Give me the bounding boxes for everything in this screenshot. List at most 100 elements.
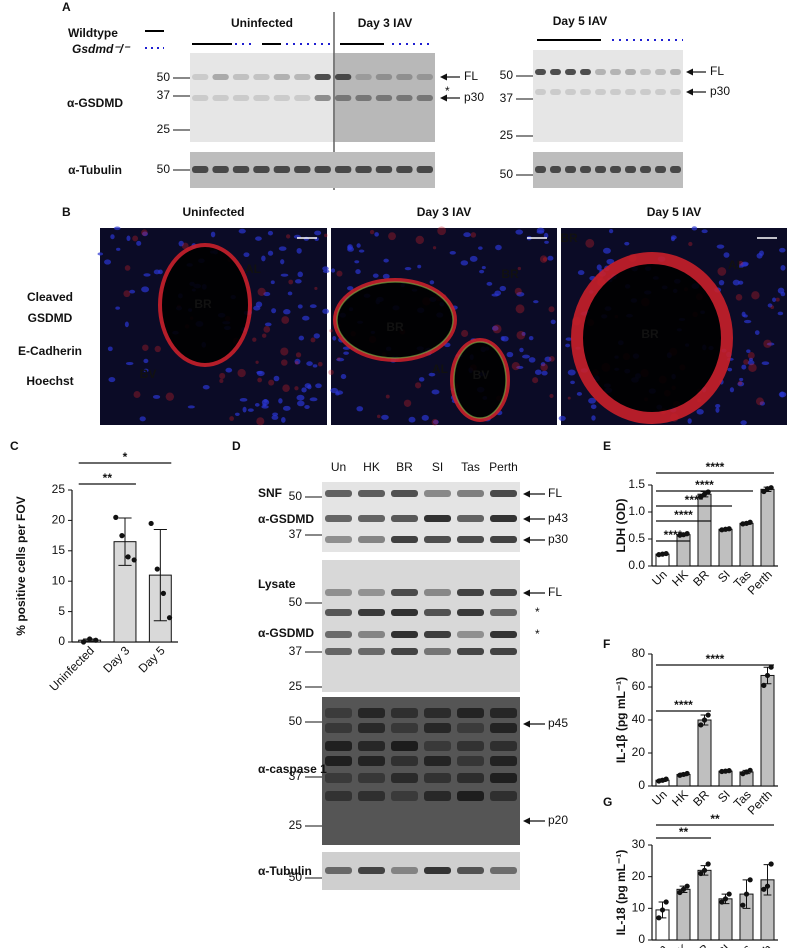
nucleus: [624, 241, 630, 246]
nucleus: [254, 403, 260, 407]
nucleus: [780, 265, 786, 271]
nucleus: [239, 398, 248, 402]
band: [550, 89, 561, 95]
significance-label: ****: [664, 528, 683, 542]
data-point: [663, 776, 669, 782]
cell: [124, 265, 131, 271]
band: [670, 89, 681, 95]
data-point: [154, 566, 160, 572]
nucleus: [777, 287, 785, 294]
band: [253, 95, 270, 101]
nucleus: [124, 321, 129, 328]
band: [457, 756, 484, 766]
arrow-head: [523, 536, 530, 544]
cell: [470, 232, 477, 238]
significance-label: *: [123, 450, 128, 464]
airway: [333, 278, 457, 362]
nucleus: [332, 336, 337, 341]
y-tick-label: 30: [632, 837, 646, 851]
group-label: Day 3 IAV: [358, 16, 412, 30]
data-point: [701, 717, 708, 723]
error-bar: [118, 517, 132, 566]
band: [358, 723, 385, 733]
band: [490, 609, 517, 616]
panel-label: B: [62, 205, 71, 219]
y-tick-label: 0.0: [628, 558, 645, 572]
x-tick-label: Day 3: [100, 643, 132, 675]
cell: [268, 379, 275, 386]
nucleus: [534, 369, 542, 375]
data-point: [719, 899, 725, 905]
cell: [763, 339, 772, 348]
image-title: Day 3 IAV: [417, 205, 471, 219]
nucleus: [297, 400, 305, 407]
nucleus: [264, 322, 272, 327]
nucleus: [255, 301, 263, 308]
band: [391, 773, 418, 783]
band: [192, 95, 209, 101]
nucleus: [287, 291, 293, 296]
region-label: BV: [140, 367, 157, 381]
band: [391, 515, 418, 522]
band: [358, 708, 385, 718]
band-label: p20: [548, 813, 568, 827]
nucleus: [330, 268, 336, 273]
y-tick-label: 20: [52, 513, 66, 527]
nucleus: [278, 398, 283, 404]
band: [535, 166, 546, 173]
stain-label: GSDMD: [28, 311, 73, 325]
nucleus: [696, 408, 704, 415]
band: [457, 515, 484, 522]
cell: [747, 351, 755, 359]
nucleus: [187, 405, 195, 409]
cell: [310, 337, 316, 343]
significance-label: ****: [685, 493, 704, 507]
data-point: [698, 870, 704, 877]
data-point: [131, 557, 137, 563]
marker-label: 25: [157, 122, 171, 136]
band: [375, 95, 393, 101]
cell: [219, 372, 226, 380]
band: [391, 708, 418, 718]
nucleus: [256, 370, 263, 375]
marker-label: 50: [289, 870, 303, 884]
nucleus: [302, 315, 310, 321]
nucleus: [283, 309, 291, 315]
nucleus: [143, 358, 149, 364]
band: [253, 74, 270, 80]
data-point: [722, 896, 729, 902]
nucleus: [418, 377, 425, 382]
band: [424, 756, 451, 766]
marker-label: 25: [500, 128, 514, 142]
nucleus: [382, 273, 390, 279]
panel-label: A: [62, 0, 71, 14]
data-point: [705, 712, 711, 718]
cell: [288, 279, 294, 285]
band: [565, 89, 576, 95]
cell: [294, 360, 299, 365]
nucleus: [428, 372, 436, 377]
error-bar: [153, 529, 167, 622]
band: [325, 589, 352, 596]
nucleus: [280, 273, 289, 277]
band: [490, 515, 517, 522]
band: [424, 589, 451, 596]
band: [391, 867, 418, 874]
nucleus: [202, 384, 210, 390]
band: [580, 69, 591, 75]
cell: [514, 287, 522, 295]
band: [424, 648, 451, 655]
nucleus: [267, 250, 274, 256]
band: [391, 589, 418, 596]
data-point: [684, 531, 690, 537]
airway-signal: [453, 341, 507, 419]
cell: [432, 246, 437, 250]
cell: [257, 377, 263, 383]
cell: [219, 378, 224, 384]
nucleus: [577, 270, 585, 276]
cell: [735, 294, 743, 301]
nucleus: [516, 291, 525, 297]
data-point: [656, 915, 662, 921]
band: [391, 723, 418, 733]
